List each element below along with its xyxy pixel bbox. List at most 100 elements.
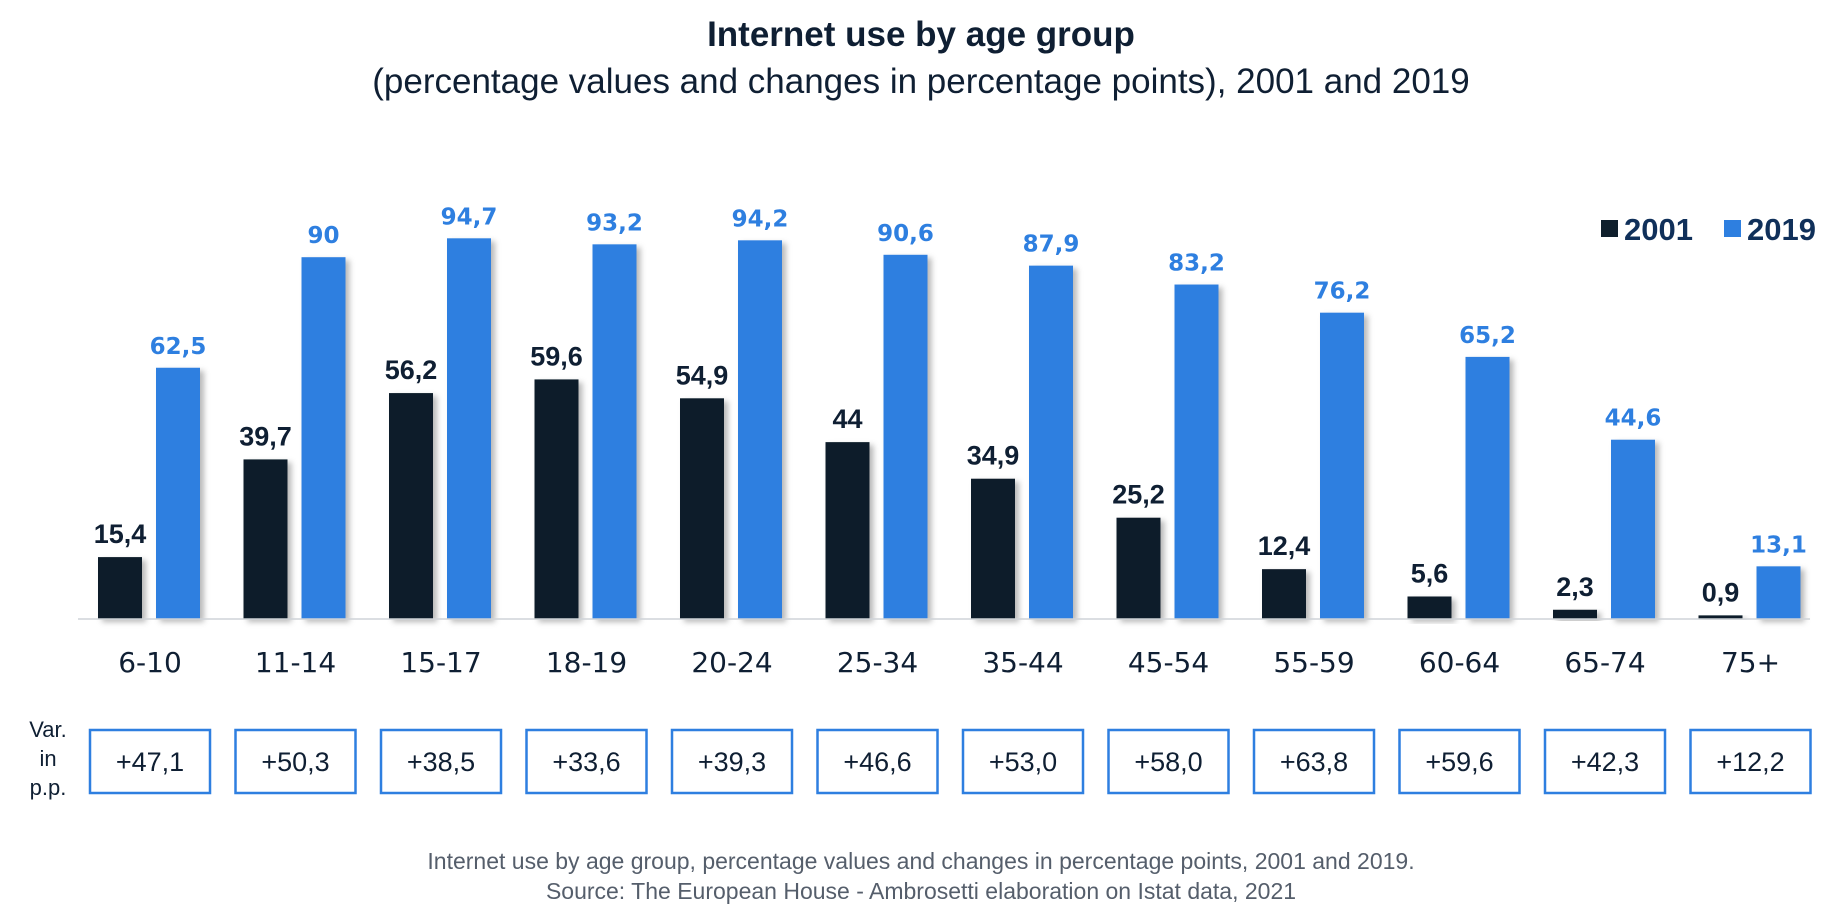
bar-2019-45-54 [1174,284,1219,619]
footnote-caption: Internet use by age group, percentage va… [427,848,1414,874]
chart-subtitle: (percentage values and changes in percen… [372,62,1469,101]
variation-label-line-3: p.p. [30,775,67,800]
data-label-2019-55-59: 76,2 [1314,279,1371,305]
legend-swatch-2019 [1724,220,1741,237]
variation-value-55-59: +63,8 [1280,747,1348,777]
legend-label-2019: 2019 [1747,212,1816,247]
bar-2019-15-17 [447,238,491,619]
data-label-2001-20-24: 54,9 [676,360,729,390]
x-tick-label-55-59: 55-59 [1273,646,1354,679]
data-label-2019-65-74: 44,6 [1605,406,1662,432]
data-label-2001-55-59: 12,4 [1258,531,1311,561]
chart-title: Internet use by age group [707,15,1135,54]
data-label-2019-11-14: 90 [307,223,339,249]
bar-2019-6-10 [156,367,200,619]
x-tick-label-15-17: 15-17 [400,646,481,679]
x-tick-label-65-74: 65-74 [1564,646,1645,679]
x-tick-label-18-19: 18-19 [546,646,627,679]
variation-box-6-10 [88,728,212,795]
variation-box-45-54 [1107,728,1230,795]
variation-value-15-17: +38,5 [407,747,475,777]
bar-2001-15-17 [389,393,433,619]
variation-box-18-19 [525,728,648,795]
legend: 2001 2019 [1601,212,1816,247]
legend-label-2001: 2001 [1624,212,1693,247]
bar-2019-60-64 [1465,356,1510,619]
x-tick-label-35-44: 35-44 [982,646,1063,679]
bar-2001-75+ [1698,615,1743,619]
variation-box-35-44 [961,728,1085,795]
x-tick-label-11-14: 11-14 [255,646,336,679]
variation-box-60-64 [1398,728,1521,795]
bar-2019-75+ [1756,566,1801,619]
data-label-2019-6-10: 62,5 [150,334,207,360]
data-label-2019-15-17: 94,7 [441,204,498,230]
x-tick-label-6-10: 6-10 [118,646,182,679]
bar-2001-18-19 [534,379,579,619]
data-label-2019-75+: 13,1 [1750,532,1807,558]
bar-2001-25-34 [825,442,870,619]
variation-value-18-19: +33,6 [552,747,620,777]
data-label-2019-60-64: 65,2 [1459,323,1516,349]
bar-2019-20-24 [738,240,782,620]
data-label-2019-20-24: 94,2 [732,206,789,232]
category-labels: 6-10 11-14 15-17 18-19 20-24 25-34 35-44 45-54 5… [118,646,1780,679]
data-label-2001-18-19: 59,6 [530,341,583,371]
x-tick-label-20-24: 20-24 [691,646,772,679]
variation-value-60-64: +59,6 [1425,747,1493,777]
data-label-2001-65-74: 2,3 [1556,572,1594,602]
footnote-source: Source: The European House - Ambrosetti … [546,878,1296,904]
variation-value-11-14: +50,3 [261,747,329,777]
variation-box-55-59 [1252,728,1376,795]
bar-2019-65-74 [1611,439,1655,619]
x-tick-label-25-34: 25-34 [837,646,918,679]
x-tick-label-45-54: 45-54 [1128,646,1209,679]
bar-2019-18-19 [592,244,637,619]
variation-value-75+: +12,2 [1716,747,1784,777]
bar-2019-25-34 [883,254,928,619]
bar-2019-11-14 [301,257,346,619]
data-label-2019-35-44: 87,9 [1023,232,1080,258]
data-label-2019-45-54: 83,2 [1168,251,1225,277]
variation-box-15-17 [379,728,503,795]
bars-layer: 15,4 62,5 39,7 90 56,2 94,7 59,6 93,2 54,9 94,2 44… [94,204,1807,620]
data-label-2001-15-17: 56,2 [385,355,438,385]
bar-2001-55-59 [1262,569,1306,619]
bar-2001-11-14 [243,459,288,619]
variation-label-line-1: Var. [29,717,67,742]
variation-value-20-24: +39,3 [698,747,766,777]
data-label-2001-25-34: 44 [832,404,862,434]
variation-value-6-10: +47,1 [116,747,184,777]
variation-boxes: +47,1 +50,3 +38,5 +33,6 +39,3 +46,6 +53,0 +58,0… [88,728,1812,795]
data-label-2019-18-19: 93,2 [586,210,643,236]
legend-swatch-2001 [1601,220,1618,237]
variation-box-65-74 [1543,728,1667,795]
bar-2019-55-59 [1320,312,1364,619]
variation-box-20-24 [670,728,794,795]
variation-row-label: Var. in p.p. [29,717,67,800]
bar-2001-65-74 [1553,609,1597,619]
variation-value-45-54: +58,0 [1134,747,1202,777]
data-label-2019-25-34: 90,6 [877,221,934,247]
data-label-2001-11-14: 39,7 [239,421,292,451]
bar-2019-35-44 [1029,265,1073,619]
bar-2001-45-54 [1116,517,1161,619]
x-tick-label-75+: 75+ [1721,646,1780,679]
x-tick-label-60-64: 60-64 [1419,646,1500,679]
data-label-2001-6-10: 15,4 [94,519,147,549]
variation-box-75+ [1689,728,1812,795]
data-label-2001-45-54: 25,2 [1112,480,1165,510]
bar-2001-20-24 [680,398,724,619]
bar-2001-6-10 [98,557,142,619]
data-label-2001-60-64: 5,6 [1411,558,1449,588]
variation-box-25-34 [816,728,939,795]
bar-2001-35-44 [971,478,1015,619]
bar-2001-60-64 [1407,596,1452,619]
variation-value-65-74: +42,3 [1571,747,1639,777]
variation-value-35-44: +53,0 [989,747,1057,777]
data-label-2001-35-44: 34,9 [967,441,1020,471]
variation-value-25-34: +46,6 [843,747,911,777]
variation-label-line-2: in [39,746,56,771]
data-label-2001-75+: 0,9 [1702,577,1740,607]
